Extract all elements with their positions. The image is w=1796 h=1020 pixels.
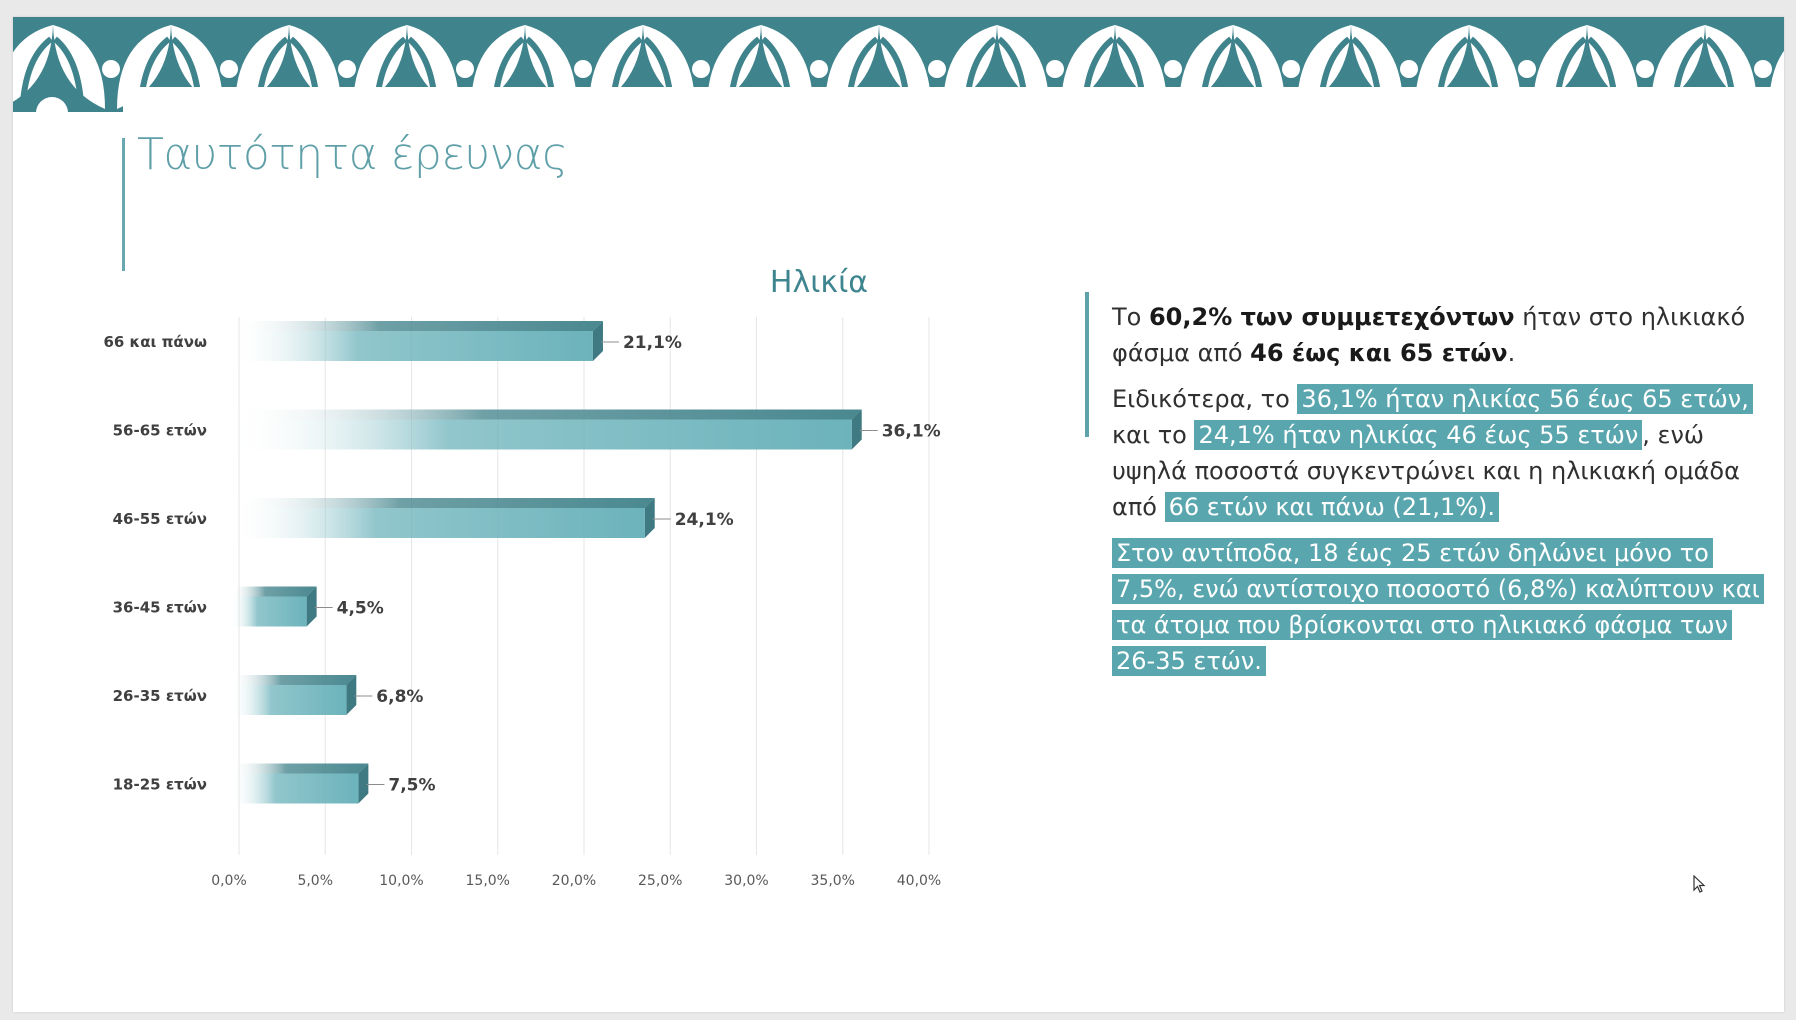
bar-top-face [231, 321, 603, 331]
mouse-pointer-icon [1693, 875, 1706, 893]
highlighted-run: 36,1% ήταν ηλικίας 56 έως 65 ετών, [1297, 384, 1753, 414]
bar [231, 675, 373, 715]
bar-side-face [358, 763, 369, 804]
bar [231, 763, 385, 804]
text-run: . [1507, 339, 1516, 367]
bar [231, 409, 878, 450]
bar-front-face [231, 331, 593, 361]
x-tick-label: 20,0% [552, 873, 596, 889]
value-label: 24,1% [675, 510, 734, 530]
value-label: 7,5% [388, 776, 435, 796]
bar-top-face [231, 498, 655, 508]
x-tick-label: 30,0% [724, 873, 768, 889]
text-run: και το [1112, 421, 1195, 449]
text-run: , ενώ υψηλά ποσοστά συγκεντρώνει και η η… [1112, 421, 1740, 521]
bar-side-face [851, 409, 862, 450]
value-label: 4,5% [337, 599, 384, 619]
bar-front-face [231, 419, 852, 450]
bold-run: 60,2% των συμμετεχόντων [1148, 303, 1515, 331]
category-label: 18-25 ετών [113, 776, 207, 794]
bar-side-face [346, 675, 357, 715]
bar-front-face [231, 773, 359, 804]
text-run: Το [1112, 303, 1149, 331]
x-tick-label: 40,0% [897, 873, 941, 889]
value-labels: 21,1% 36,1% 24,1% 4,5% 6,8% 7,5% [337, 333, 941, 796]
category-label: 46-55 ετών [113, 510, 207, 528]
value-label: 21,1% [623, 333, 682, 353]
x-tick-label: 10,0% [379, 873, 423, 889]
bar-top-face [231, 586, 317, 597]
summary-paragraph-2: Ειδικότερα, το 36,1% ήταν ηλικίας 56 έως… [1112, 381, 1772, 525]
bold-run: 46 έως και 65 ετών [1250, 339, 1508, 367]
highlighted-run: 24,1% ήταν ηλικίας 46 έως 55 ετών [1194, 420, 1643, 450]
bar-front-face [231, 685, 347, 715]
bar-top-face [231, 675, 357, 685]
bar [231, 321, 619, 361]
text-run: Ειδικότερα, το [1112, 385, 1298, 413]
bar-side-face [644, 498, 655, 538]
text-accent-bar [1085, 292, 1089, 437]
slide-title: Ταυτότητα έρευνας [137, 129, 568, 180]
slide: Ταυτότητα έρευνας Ηλικία 66 και πάνω 56-6… [13, 17, 1784, 1012]
value-label: 36,1% [882, 422, 941, 442]
summary-paragraph-1: Το 60,2% των συμμετεχόντων ήταν στο ηλικ… [1112, 299, 1772, 371]
category-label: 36-45 ετών [113, 599, 207, 617]
summary-paragraph-3: Στον αντίποδα, 18 έως 25 ετών δηλώνει μό… [1112, 535, 1772, 679]
category-label: 26-35 ετών [113, 687, 207, 705]
age-bar-chart: Ηλικία 66 και πάνω 56-65 ετών 46-55 ετών 36… [103, 265, 941, 889]
highlighted-run: 66 ετών και πάνω (21,1%). [1164, 492, 1500, 522]
bar-front-face [231, 508, 645, 538]
bar-top-face [231, 763, 369, 774]
x-tick-label: 0,0% [211, 873, 247, 889]
x-tick-label: 5,0% [297, 873, 333, 889]
title-accent-bar [122, 138, 125, 271]
category-labels: 66 και πάνω 56-65 ετών 46-55 ετών 36-45 ετώ… [103, 333, 207, 794]
highlighted-run: Στον αντίποδα, 18 έως 25 ετών δηλώνει μό… [1112, 538, 1764, 676]
bar-top-face [231, 409, 862, 420]
bar-side-face [306, 586, 317, 627]
category-label: 66 και πάνω [103, 333, 207, 351]
x-tick-label: 15,0% [466, 873, 510, 889]
x-tick-labels: 0,0% 5,0% 10,0% 15,0% 20,0% 25,0% 30,0% 35,0% 40… [211, 873, 941, 889]
bar [231, 498, 671, 538]
chart-title: Ηλικία [770, 265, 868, 300]
bar-side-face [592, 321, 603, 361]
bars [231, 321, 878, 804]
bar [231, 586, 333, 627]
category-label: 56-65 ετών [113, 422, 207, 440]
value-label: 6,8% [376, 687, 423, 707]
summary-text: Το 60,2% των συμμετεχόντων ήταν στο ηλικ… [1112, 299, 1772, 689]
bar-front-face [231, 596, 307, 627]
x-tick-label: 35,0% [811, 873, 855, 889]
x-tick-label: 25,0% [638, 873, 682, 889]
decorative-banner [13, 17, 1784, 112]
text-run: ήταν στο ηλικιακό φάσμα από [1112, 303, 1746, 367]
